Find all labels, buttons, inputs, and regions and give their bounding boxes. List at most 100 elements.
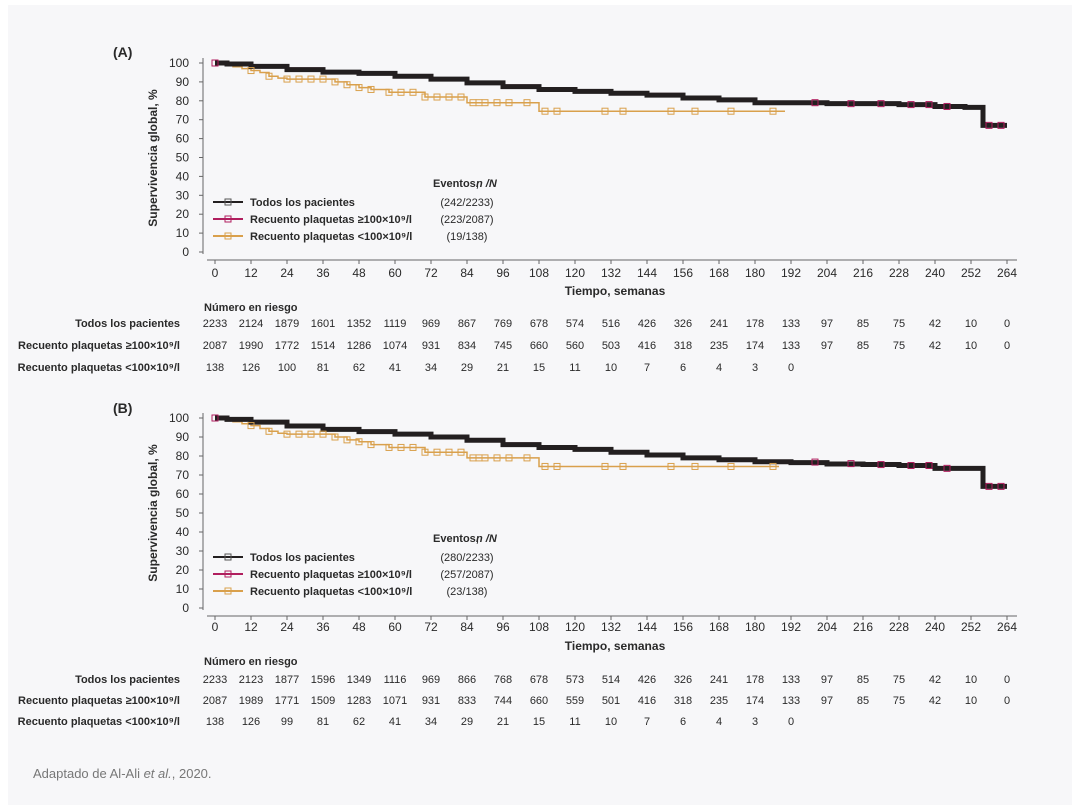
risk-cell: 11 xyxy=(569,362,580,374)
risk-cell: 41 xyxy=(389,716,401,728)
censor-marker-low xyxy=(367,85,375,93)
censor-marker-low xyxy=(265,427,273,435)
censor-marker-high xyxy=(943,464,951,472)
y-tick-label: 50 xyxy=(176,151,190,165)
risk-cell: 969 xyxy=(422,318,440,330)
risk-cell: 931 xyxy=(422,340,440,352)
risk-cell: 178 xyxy=(746,674,764,686)
panel-label: (A) xyxy=(113,44,132,60)
x-tick-label: 132 xyxy=(601,620,621,634)
x-tick-label: 192 xyxy=(781,266,801,280)
x-tick-label: 180 xyxy=(745,620,765,634)
risk-cell: 42 xyxy=(929,318,941,330)
risk-cell: 133 xyxy=(782,340,800,352)
censor-marker-low xyxy=(667,462,675,470)
risk-cell: 178 xyxy=(746,318,764,330)
censor-marker-low xyxy=(409,88,417,96)
censor-marker-low xyxy=(307,75,315,83)
censor-marker-high xyxy=(985,482,993,490)
censor-marker-low xyxy=(445,448,453,456)
x-tick-label: 156 xyxy=(673,620,693,634)
y-tick-label: 30 xyxy=(176,188,190,202)
censor-marker-low xyxy=(457,93,465,101)
y-axis-title: Supervivencia global, % xyxy=(146,89,160,227)
x-axis-title: Tiempo, semanas xyxy=(565,639,666,653)
risk-cell: 514 xyxy=(602,674,620,686)
censor-marker-low xyxy=(505,99,513,107)
risk-cell: 426 xyxy=(638,318,656,330)
risk-row-label: Todos los pacientes xyxy=(75,674,180,686)
risk-cell: 2124 xyxy=(239,318,263,330)
censor-marker-low xyxy=(247,422,255,430)
risk-cell: 126 xyxy=(242,716,260,728)
risk-cell: 1283 xyxy=(347,695,371,707)
figure-panel xyxy=(8,5,1072,805)
y-tick-label: 20 xyxy=(176,207,190,221)
x-tick-label: 204 xyxy=(817,620,837,634)
y-tick-label: 100 xyxy=(169,411,189,425)
risk-cell: 573 xyxy=(566,674,584,686)
censor-marker-low xyxy=(295,430,303,438)
censor-marker-low xyxy=(769,107,777,115)
censor-marker-high xyxy=(847,460,855,468)
risk-cell: 867 xyxy=(458,318,476,330)
risk-cell: 1119 xyxy=(384,318,407,330)
censor-marker-high xyxy=(211,59,219,67)
risk-cell: 574 xyxy=(566,318,584,330)
censor-marker-low xyxy=(331,78,339,86)
y-tick-label: 90 xyxy=(176,75,190,89)
x-tick-label: 12 xyxy=(244,266,258,280)
legend-marker-all xyxy=(224,198,232,206)
risk-cell: 29 xyxy=(461,362,473,374)
censor-marker-low xyxy=(481,99,489,107)
censor-marker-low xyxy=(727,462,735,470)
censor-marker-low xyxy=(247,67,255,75)
x-tick-label: 108 xyxy=(529,620,549,634)
legend-marker-all xyxy=(224,553,232,561)
risk-cell: 2123 xyxy=(239,674,263,686)
y-tick-label: 100 xyxy=(169,56,189,70)
y-tick-label: 40 xyxy=(176,525,190,539)
risk-cell: 834 xyxy=(458,340,476,352)
y-tick-label: 0 xyxy=(182,601,189,615)
risk-cell: 2233 xyxy=(203,318,227,330)
y-tick-label: 40 xyxy=(176,169,190,183)
risk-cell: 41 xyxy=(389,362,401,374)
y-tick-label: 30 xyxy=(176,544,190,558)
y-tick-label: 50 xyxy=(176,506,190,520)
censor-marker-low xyxy=(397,88,405,96)
risk-cell: 516 xyxy=(602,318,620,330)
risk-cell: 85 xyxy=(857,674,869,686)
censor-marker-high xyxy=(907,101,915,109)
risk-cell: 7 xyxy=(644,716,650,728)
censor-marker-low xyxy=(283,430,291,438)
risk-cell: 29 xyxy=(461,716,473,728)
risk-row-label: Recuento plaquetas <100×10⁹/l xyxy=(18,716,180,728)
risk-cell: 0 xyxy=(1004,695,1010,707)
censor-marker-low xyxy=(295,75,303,83)
x-tick-label: 192 xyxy=(781,620,801,634)
risk-cell: 326 xyxy=(674,318,692,330)
x-tick-label: 120 xyxy=(565,620,585,634)
x-tick-label: 252 xyxy=(961,266,981,280)
risk-cell: 10 xyxy=(605,362,617,374)
risk-cell: 133 xyxy=(782,674,800,686)
legend-events-title-italic: n /N xyxy=(476,533,498,545)
x-tick-label: 144 xyxy=(637,620,657,634)
risk-cell: 99 xyxy=(281,716,293,728)
risk-cell: 1989 xyxy=(239,695,263,707)
risk-cell: 42 xyxy=(929,695,941,707)
censor-marker-low xyxy=(307,430,315,438)
risk-cell: 138 xyxy=(206,716,224,728)
risk-cell: 1596 xyxy=(311,674,335,686)
risk-cell: 10 xyxy=(965,340,977,352)
risk-cell: 75 xyxy=(893,695,905,707)
censor-marker-low xyxy=(553,462,561,470)
x-tick-label: 60 xyxy=(388,620,402,634)
risk-cell: 126 xyxy=(242,362,260,374)
legend-label-high: Recuento plaquetas ≥100×10⁹/l xyxy=(250,569,412,581)
legend-label-all: Todos los pacientes xyxy=(250,197,355,209)
risk-cell: 931 xyxy=(422,695,440,707)
risk-cell: 969 xyxy=(422,674,440,686)
